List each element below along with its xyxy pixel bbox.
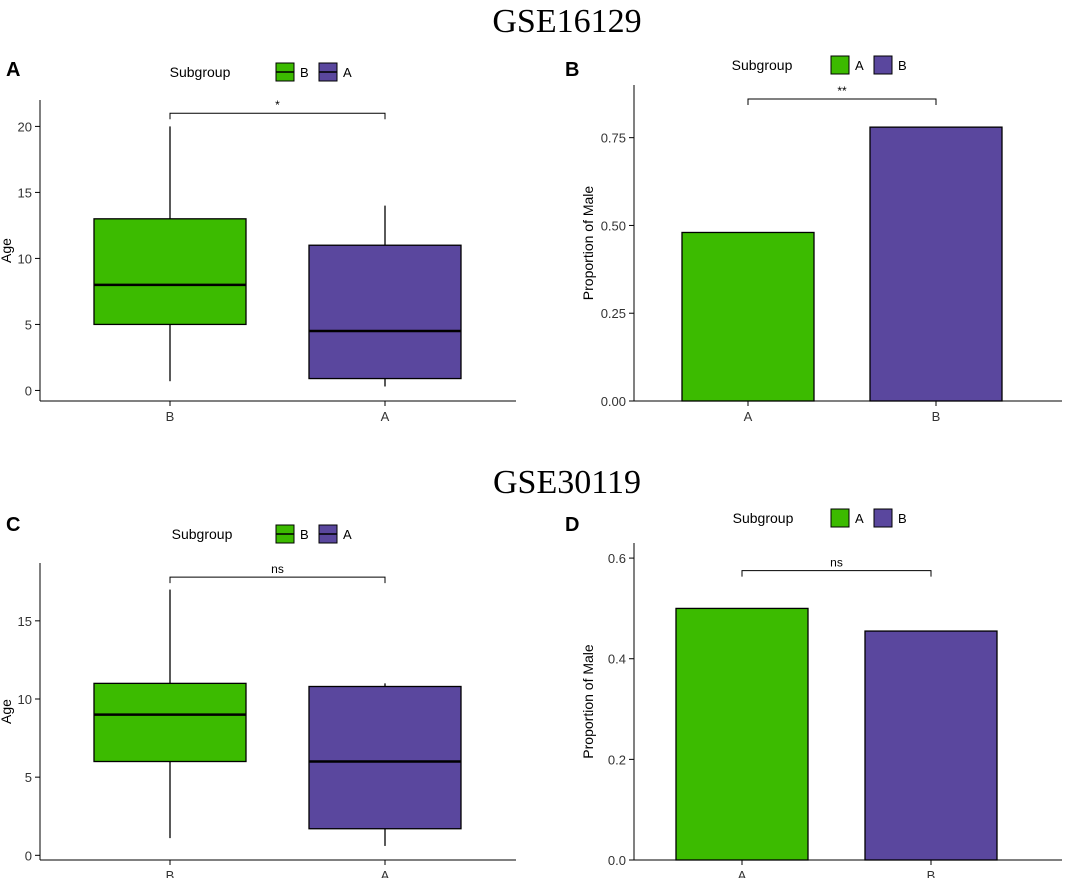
y-tick-label: 10 (18, 692, 32, 707)
box-b (93, 589, 247, 839)
panel-d: D Subgroup A B 0.0 0.2 0.4 0.6 Proportion of Mal… (565, 508, 1062, 878)
significance-label: ** (837, 84, 847, 98)
significance-bracket: ns (741, 556, 932, 577)
y-tick-label: 15 (18, 185, 32, 200)
legend-swatch-a (830, 508, 850, 528)
box-b (93, 126, 247, 382)
box-a (308, 205, 462, 387)
box-a (308, 683, 462, 846)
y-tick-label: 0 (25, 848, 32, 863)
significance-label: ns (271, 562, 284, 576)
title-gse30119: GSE30119 (493, 464, 641, 501)
y-axis-label: Proportion of Male (580, 644, 596, 759)
legend: Subgroup A B (732, 55, 907, 75)
bar-b (869, 126, 1003, 402)
bar-a (681, 231, 815, 402)
legend-swatch-a (830, 55, 850, 75)
bracket-line (741, 570, 932, 577)
legend-label-b: B (300, 65, 309, 80)
y-tick-label: 10 (18, 251, 32, 266)
legend-label-a: A (855, 58, 864, 73)
significance-bracket: * (169, 98, 386, 120)
bar-b (864, 630, 998, 861)
legend-label-a: A (343, 527, 352, 542)
y-tick-label: 0.2 (608, 752, 626, 767)
x-tick-label-b: B (927, 868, 936, 878)
legend-title: Subgroup (170, 64, 231, 80)
y-tick-label: 20 (18, 119, 32, 134)
y-axis-label: Age (0, 699, 14, 724)
significance-label: ns (830, 556, 843, 570)
legend-label-b: B (898, 511, 907, 526)
legend-label-a: A (343, 65, 352, 80)
legend-label-b: B (300, 527, 309, 542)
y-tick-label: 0.4 (608, 652, 626, 667)
x-tick-label-a: A (381, 409, 390, 424)
significance-label: * (275, 98, 280, 112)
bracket-line (169, 576, 386, 584)
bracket-line (747, 98, 937, 106)
panel-c: C Subgroup B A 0 5 10 15 Age B Ans (0, 514, 516, 878)
panel-label: A (6, 59, 20, 81)
legend-swatch-b (873, 55, 893, 75)
x-tick-label-b: B (166, 409, 175, 424)
panel-b: B Subgroup A B 0.00 0.25 0.50 0.75 Proportion of… (565, 55, 1062, 424)
legend: Subgroup B A (172, 524, 352, 544)
y-tick-label: 0.00 (601, 394, 626, 409)
y-axis-label: Age (0, 238, 14, 263)
legend: Subgroup B A (170, 62, 352, 82)
box-iqr (93, 218, 247, 326)
y-axis-label: Proportion of Male (580, 186, 596, 301)
panel-label: C (6, 514, 20, 536)
significance-bracket: ns (169, 562, 386, 584)
legend-title: Subgroup (172, 526, 233, 542)
box-iqr (308, 685, 462, 830)
y-tick-label: 0.50 (601, 218, 626, 233)
panel-label: B (565, 59, 579, 81)
x-tick-label-b: B (166, 868, 175, 878)
x-tick-label-a: A (738, 868, 747, 878)
y-tick-label: 0.6 (608, 551, 626, 566)
legend-title: Subgroup (733, 510, 794, 526)
panel-label: D (565, 514, 579, 536)
legend: Subgroup A B (733, 508, 907, 528)
y-tick-label: 15 (18, 614, 32, 629)
significance-bracket: ** (747, 84, 937, 106)
box-iqr (308, 244, 462, 380)
title-gse16129: GSE16129 (492, 3, 641, 40)
legend-label-a: A (855, 511, 864, 526)
bar-a (675, 607, 809, 861)
bracket-line (169, 112, 386, 120)
x-tick-label-b: B (932, 409, 941, 424)
y-tick-label: 0.25 (601, 306, 626, 321)
y-tick-label: 5 (25, 770, 32, 785)
y-tick-label: 0.75 (601, 131, 626, 146)
legend-label-b: B (898, 58, 907, 73)
box-iqr (93, 682, 247, 763)
y-tick-label: 0.0 (608, 853, 626, 868)
y-tick-label: 0 (25, 383, 32, 398)
x-tick-label-a: A (381, 868, 390, 878)
x-tick-label-a: A (744, 409, 753, 424)
panel-a: A Subgroup B A 0 5 10 15 20 Age B A * (0, 59, 516, 424)
legend-swatch-b (873, 508, 893, 528)
y-tick-label: 5 (25, 317, 32, 332)
legend-title: Subgroup (732, 57, 793, 73)
